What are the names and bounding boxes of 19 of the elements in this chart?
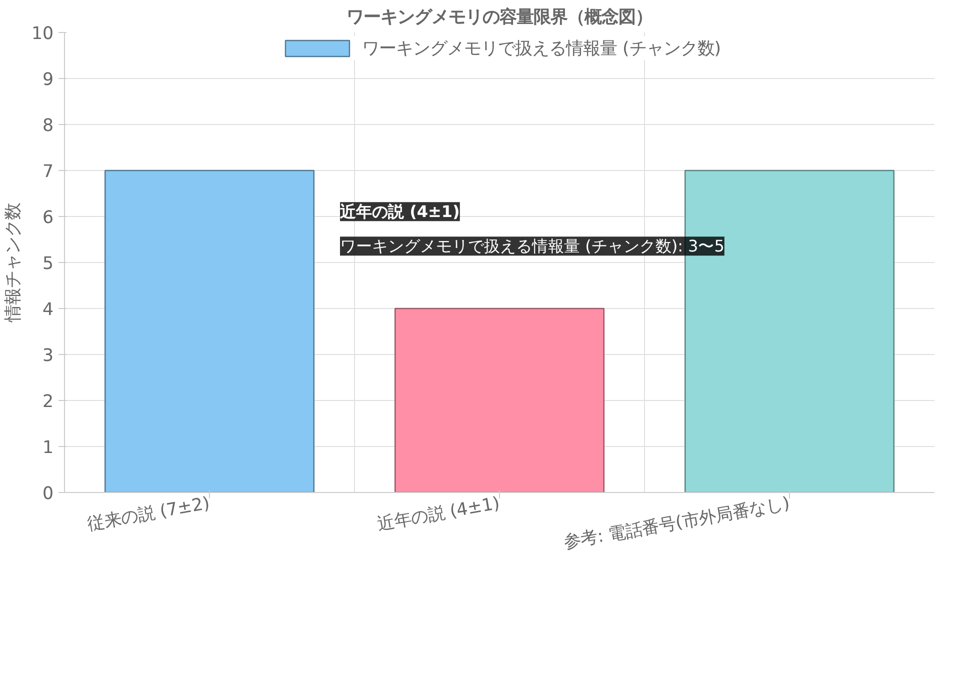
y-tick-label: 1 xyxy=(42,438,54,458)
x-tick-label: 従来の説 (7±2) xyxy=(86,494,212,535)
legend-label: ワーキングメモリで扱える情報量 (チャンク数) xyxy=(362,38,722,60)
y-tick-label: 5 xyxy=(42,254,54,274)
y-tick-label: 0 xyxy=(42,484,54,504)
y-tick-label: 8 xyxy=(42,116,54,136)
y-tick-label: 3 xyxy=(42,346,54,366)
y-tick-label: 6 xyxy=(42,208,54,228)
chart-title: ワーキングメモリの容量限界（概念図） xyxy=(346,8,652,28)
y-tick-label: 10 xyxy=(31,24,54,44)
y-tick-label: 7 xyxy=(42,162,54,182)
y-tick-label: 2 xyxy=(42,392,54,412)
annotation: 近年の説 (4±1) xyxy=(339,202,460,222)
x-tick-label: 参考: 電話番号(市外局番なし) xyxy=(562,494,792,554)
y-axis-title: 情報チャンク数 xyxy=(3,203,24,323)
y-tick-label: 4 xyxy=(42,300,54,320)
annotation: ワーキングメモリで扱える情報量 (チャンク数): 3〜5 xyxy=(340,236,724,256)
x-tick-label: 近年の説 (4±1) xyxy=(376,494,502,535)
y-tick-label: 9 xyxy=(42,70,54,90)
